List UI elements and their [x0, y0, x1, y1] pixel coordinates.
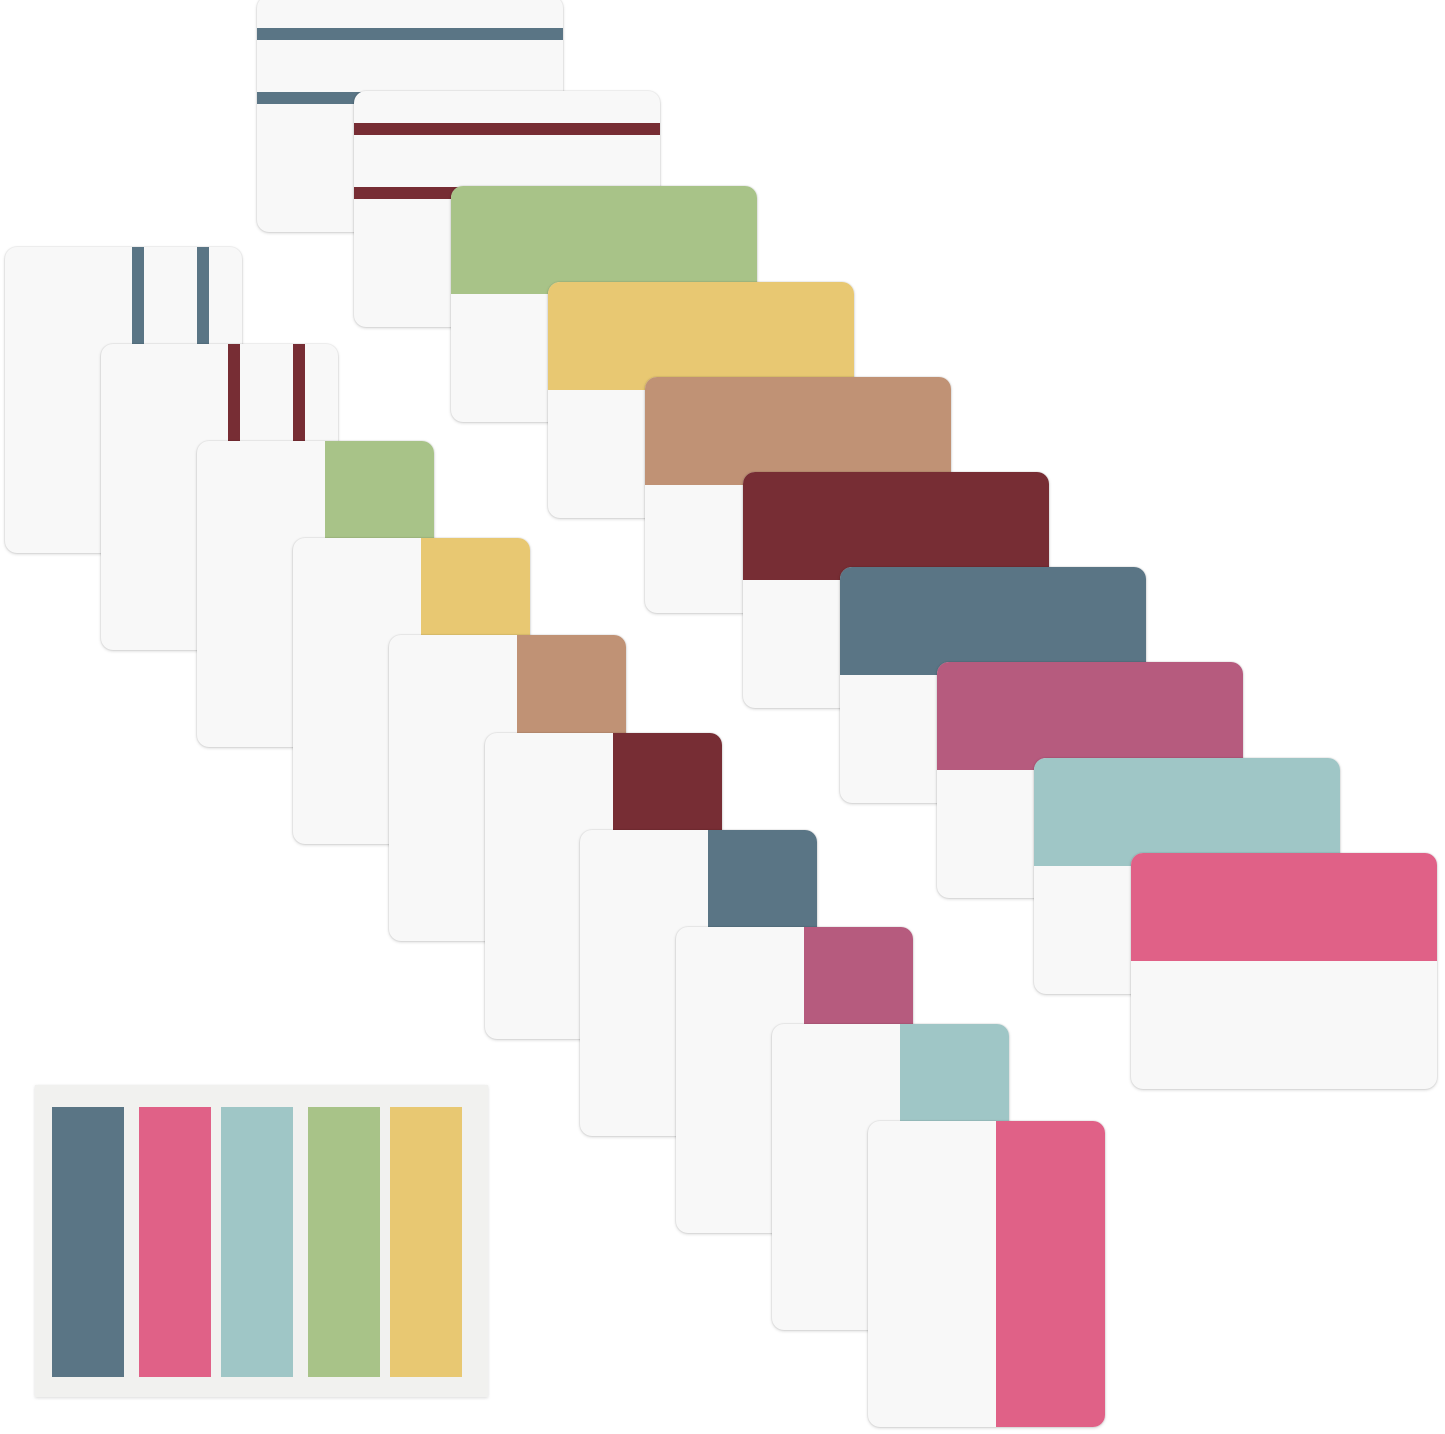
tab-stripe	[257, 28, 563, 40]
tab-color-band	[742, 472, 1049, 580]
dispenser-strip	[390, 1107, 462, 1377]
tab-color-band	[451, 186, 758, 295]
tab-color-band	[839, 567, 1146, 676]
tab-color-band	[996, 1120, 1106, 1427]
vertical-tab	[868, 1120, 1106, 1427]
tab-color-band	[1033, 757, 1340, 866]
tab-dispenser	[35, 1085, 488, 1397]
dispenser-strip	[221, 1107, 293, 1377]
tab-color-band	[936, 662, 1243, 771]
tab-color-band	[1130, 852, 1437, 961]
horizontal-tab	[1130, 852, 1437, 1089]
tab-color-band	[645, 376, 952, 485]
tab-stripe	[354, 123, 661, 136]
dispenser-strip	[139, 1107, 211, 1377]
tab-color-band	[548, 281, 855, 390]
dispenser-strip	[308, 1107, 380, 1377]
dispenser-strip	[52, 1107, 124, 1377]
